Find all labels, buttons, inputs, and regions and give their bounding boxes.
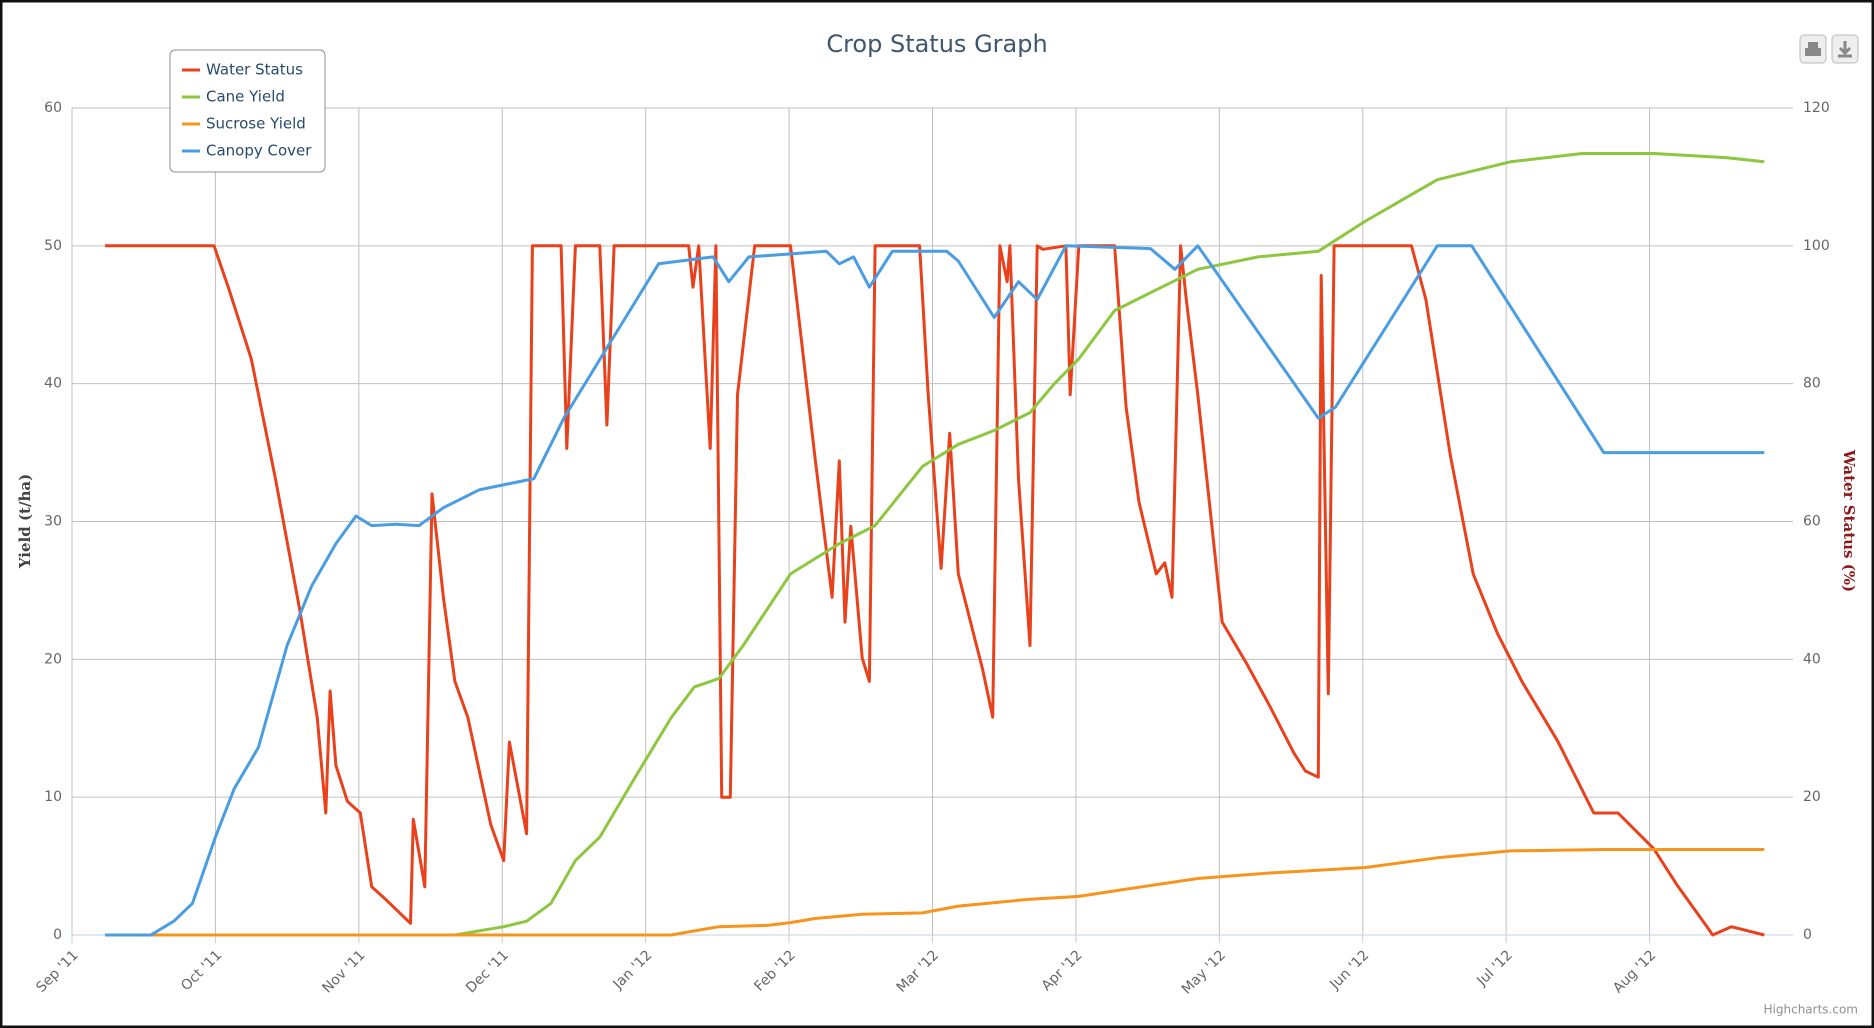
y-tick-label: 20: [44, 651, 62, 667]
y2-axis-title: Water Status (%): [1840, 449, 1858, 592]
series-line: [105, 244, 1765, 937]
legend-label: Canopy Cover: [206, 142, 312, 160]
y-tick-label: 60: [44, 100, 62, 116]
plot-area: [105, 152, 1765, 937]
series-line: [105, 848, 1765, 937]
series-line: [105, 152, 1765, 937]
export-buttons[interactable]: [1799, 34, 1859, 64]
y2-tick-label: 40: [1803, 651, 1821, 667]
y-tick-label: 40: [44, 376, 62, 392]
y2-tick-label: 100: [1803, 238, 1830, 254]
y-tick-label: 10: [44, 789, 62, 805]
y2-tick-label: 0: [1803, 927, 1812, 943]
y-tick-label: 30: [44, 514, 62, 530]
series-line: [105, 244, 1765, 937]
legend: Water Status Cane Yield Sucrose Yield Canop…: [169, 49, 326, 173]
legend-box: [169, 49, 326, 173]
y2-tick-label: 60: [1803, 514, 1821, 530]
legend-label: Cane Yield: [206, 88, 285, 106]
y2-tick-label: 80: [1803, 376, 1821, 392]
export-icon: [1838, 41, 1852, 58]
y-tick-label: 0: [53, 927, 62, 943]
print-icon: [1808, 42, 1818, 48]
y2-tick-label: 20: [1803, 789, 1821, 805]
chart-title: Crop Status Graph: [826, 30, 1047, 58]
y2-tick-label: 120: [1803, 100, 1830, 116]
legend-label: Water Status: [206, 61, 303, 79]
credit: Highcharts.com: [1764, 1003, 1858, 1017]
y-axis-title: Yield (t/ha): [16, 474, 34, 569]
y-tick-label: 50: [44, 238, 62, 254]
legend-label: Sucrose Yield: [206, 115, 306, 133]
print-icon: [1805, 48, 1821, 56]
